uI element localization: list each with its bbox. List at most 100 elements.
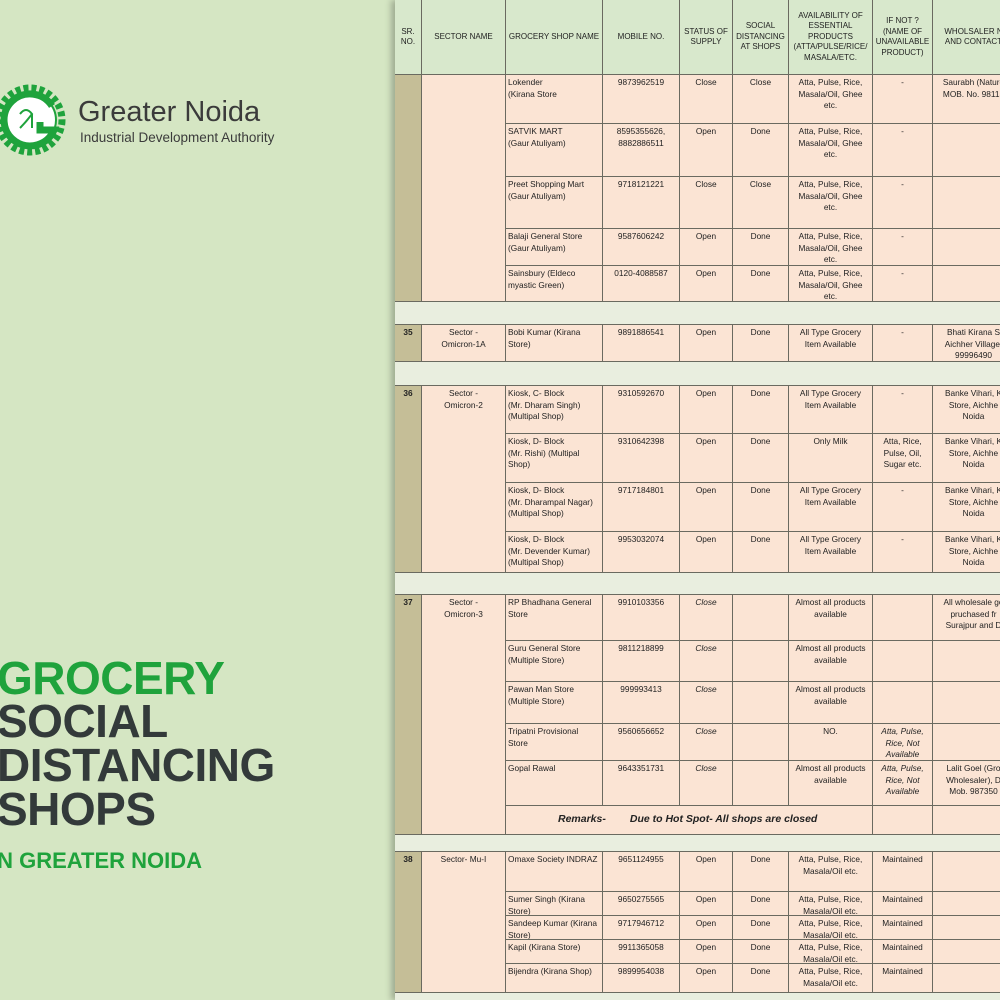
table-cell: Done [733,434,789,483]
table-cell: 9651124955 [603,852,680,892]
table-cell: Open [680,940,733,964]
table-cell [933,266,1000,302]
table-cell: Open [680,892,733,916]
sector-cell [422,75,506,302]
table-cell: - [873,229,933,266]
table-cell: Close [733,75,789,124]
table-cell: All wholesale go pruchased fr Surajpur a… [933,595,1000,641]
remarks-label: Remarks- [558,813,606,826]
table-cell: Open [680,386,733,434]
table-cell: All Type Grocery Item Available [789,532,873,573]
table-cell: Only Milk [789,434,873,483]
table-cell: 9587606242 [603,229,680,266]
table-cell: Atta, Pulse, Rice, Masala/Oil etc. [789,852,873,892]
brand-tagline: Industrial Development Authority [80,130,275,145]
header-cell: STATUS OF SUPPLY [680,0,733,75]
headline: SOCIAL [0,695,168,747]
table-cell: Open [680,964,733,993]
sector-cell: Sector- Mu-I [422,852,506,993]
table-cell [933,964,1000,993]
table-cell: - [873,325,933,362]
table-cell [933,916,1000,940]
table-cell: Done [733,386,789,434]
table-cell [933,124,1000,177]
table-cell [933,892,1000,916]
table-cell: Atta, Pulse, Rice, Masala/Oil, Ghee etc. [789,266,873,302]
table-cell: 9911365058 [603,940,680,964]
header-cell: SOCIAL DISTANCING AT SHOPS [733,0,789,75]
table-cell: All Type Grocery Item Available [789,483,873,532]
table-cell: Kiosk, D- Block (Mr. Rishi) (Multipal Sh… [506,434,603,483]
table-cell: Close [680,761,733,806]
table-cell: Omaxe Society INDRAZ [506,852,603,892]
table-cell: Done [733,892,789,916]
table-cell: Done [733,483,789,532]
table-cell: Open [680,325,733,362]
table-cell: Open [680,852,733,892]
table-cell: Atta, Pulse, Rice, Masala/Oil, Ghee etc. [789,75,873,124]
table-cell [873,806,933,835]
table-cell: Close [680,177,733,229]
table-cell: Close [680,641,733,682]
header-cell: SECTOR NAME [422,0,506,75]
table-cell: Almost all products available [789,682,873,724]
table-cell: Maintained [873,940,933,964]
sector-cell: Sector - Omicron-1A [422,325,506,362]
table-cell: 9650275565 [603,892,680,916]
table-cell: 9891886541 [603,325,680,362]
table-cell: Guru General Store (Multiple Store) [506,641,603,682]
table-cell: Almost all products available [789,761,873,806]
table-cell: 9717184801 [603,483,680,532]
table-cell: NO. [789,724,873,761]
table-cell: Atta, Pulse, Rice, Masala/Oil, Ghee etc. [789,177,873,229]
table-cell: Gopal Rawal [506,761,603,806]
table-cell: Pawan Man Store (Multiple Store) [506,682,603,724]
table-cell: 9811218899 [603,641,680,682]
table-cell: Atta, Pulse, Rice, Masala/Oil, Ghee etc. [789,229,873,266]
table-cell: Open [680,124,733,177]
headline: GROCERY [0,652,225,704]
table-cell: 9910103356 [603,595,680,641]
table-cell: All Type Grocery Item Available [789,325,873,362]
table-cell [873,641,933,682]
table-cell: Open [680,229,733,266]
table-cell: Banke Vihari, K Store, Aichhe Noida [933,434,1000,483]
table-cell: Bhati Kirana S Aichher Village, 99996490 [933,325,1000,362]
table-cell: Maintained [873,852,933,892]
table-cell: 9310642398 [603,434,680,483]
table-cell: Open [680,483,733,532]
table-cell: - [873,177,933,229]
table-cell: Balaji General Store (Gaur Atuliyam) [506,229,603,266]
sr-cell [395,75,422,302]
table-cell: Lalit Goel (Gro Wholesaler), D Mob. 9873… [933,761,1000,806]
table-cell: Bijendra (Kirana Shop) [506,964,603,993]
remarks-row: Remarks- Due to Hot Spot- All shops are c… [506,806,873,835]
group-gap [395,302,1000,325]
table-cell: Close [680,595,733,641]
table-cell: Close [680,724,733,761]
table-cell: Atta, Rice, Pulse, Oil, Sugar etc. [873,434,933,483]
header-cell: MOBILE NO. [603,0,680,75]
table-cell: Done [733,940,789,964]
headline: DISTANCING [0,739,275,791]
table-cell [933,852,1000,892]
table-cell [733,682,789,724]
table-cell [933,229,1000,266]
sector-cell: Sector - Omicron-3 [422,595,506,835]
table-cell [733,761,789,806]
table-cell [733,595,789,641]
table-cell: Kiosk, D- Block (Mr. Devender Kumar) (Mu… [506,532,603,573]
header-cell: GROCERY SHOP NAME [506,0,603,75]
remarks-text: Due to Hot Spot- All shops are closed [629,813,818,826]
logo [0,84,66,156]
table-cell: 9560656652 [603,724,680,761]
table-cell: Banke Vihari, K Store, Aichhe Noida [933,483,1000,532]
table-cell: Done [733,229,789,266]
table-cell [933,177,1000,229]
table-cell: Maintained [873,964,933,993]
sr-cell: 38 [395,852,422,993]
table-cell: Close [680,75,733,124]
table-cell: Done [733,266,789,302]
table-cell: - [873,386,933,434]
